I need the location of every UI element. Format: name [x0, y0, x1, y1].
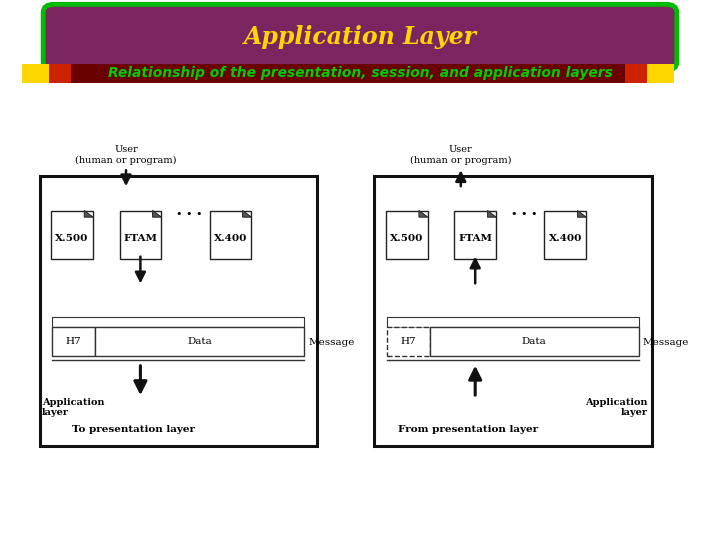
Text: Application
layer: Application layer: [585, 398, 648, 417]
Polygon shape: [487, 211, 496, 217]
FancyBboxPatch shape: [43, 4, 677, 70]
Text: H7: H7: [400, 337, 416, 346]
Polygon shape: [577, 211, 586, 217]
Polygon shape: [84, 211, 93, 217]
Text: Message: Message: [643, 339, 689, 347]
Polygon shape: [419, 211, 428, 217]
Polygon shape: [153, 211, 161, 217]
Polygon shape: [487, 211, 496, 217]
Bar: [387, 317, 639, 327]
Text: Message: Message: [308, 339, 354, 347]
Text: • • •: • • •: [176, 209, 202, 219]
Bar: [544, 211, 586, 259]
Bar: [210, 211, 251, 259]
Bar: [120, 211, 161, 259]
Text: Relationship of the presentation, session, and application layers: Relationship of the presentation, sessio…: [107, 66, 613, 80]
Bar: [22, 64, 49, 83]
Bar: [625, 64, 647, 83]
Polygon shape: [419, 211, 428, 217]
Text: From presentation layer: From presentation layer: [398, 425, 538, 434]
Bar: [52, 327, 95, 356]
Text: Application
layer: Application layer: [42, 398, 104, 417]
Bar: [454, 211, 496, 259]
Polygon shape: [84, 211, 93, 217]
Bar: [386, 211, 428, 259]
Text: User
(human or program): User (human or program): [76, 145, 176, 165]
Bar: [71, 64, 625, 83]
Text: • • •: • • •: [511, 209, 537, 219]
Text: X.500: X.500: [55, 234, 89, 242]
Text: Application Layer: Application Layer: [243, 25, 477, 49]
Polygon shape: [243, 211, 251, 217]
Text: User
(human or program): User (human or program): [410, 145, 511, 165]
Polygon shape: [243, 211, 251, 217]
Bar: [387, 327, 430, 356]
Text: Data: Data: [187, 337, 212, 346]
Bar: [374, 176, 652, 445]
Bar: [647, 64, 674, 83]
Bar: [40, 176, 317, 445]
Bar: [430, 327, 639, 356]
Text: H7: H7: [66, 337, 81, 346]
Text: FTAM: FTAM: [458, 234, 492, 242]
Polygon shape: [577, 211, 586, 217]
Text: Data: Data: [522, 337, 546, 346]
Text: FTAM: FTAM: [123, 234, 158, 242]
Text: X.400: X.400: [214, 234, 247, 242]
Text: X.500: X.500: [390, 234, 423, 242]
Text: To presentation layer: To presentation layer: [72, 425, 194, 434]
Bar: [52, 317, 304, 327]
Bar: [95, 327, 304, 356]
Polygon shape: [153, 211, 161, 217]
Bar: [51, 211, 93, 259]
Text: X.400: X.400: [549, 234, 582, 242]
Bar: [49, 64, 71, 83]
